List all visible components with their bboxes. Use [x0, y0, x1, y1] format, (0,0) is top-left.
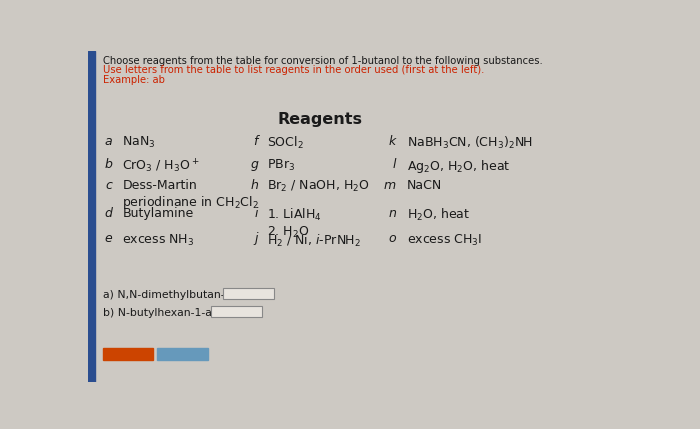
Text: a: a	[105, 135, 112, 148]
Text: Br$_2$ / NaOH, H$_2$O: Br$_2$ / NaOH, H$_2$O	[267, 178, 370, 193]
Text: a) N,N-dimethylbutan-1-amine:: a) N,N-dimethylbutan-1-amine:	[103, 290, 273, 300]
Text: CrO$_3$ / H$_3$O$^+$: CrO$_3$ / H$_3$O$^+$	[122, 158, 199, 175]
Text: excess NH$_3$: excess NH$_3$	[122, 233, 195, 248]
Text: Butylamine: Butylamine	[122, 207, 194, 220]
Text: Reagents: Reagents	[277, 112, 363, 127]
Text: Example: ab: Example: ab	[103, 75, 165, 85]
Text: m: m	[384, 178, 396, 191]
Text: o: o	[389, 233, 396, 245]
FancyBboxPatch shape	[211, 306, 262, 317]
Text: c: c	[106, 178, 112, 191]
Text: f: f	[253, 135, 258, 148]
Text: H$_2$O, heat: H$_2$O, heat	[407, 207, 470, 223]
Text: NaN$_3$: NaN$_3$	[122, 135, 155, 150]
Text: NaBH$_3$CN, (CH$_3$)$_2$NH: NaBH$_3$CN, (CH$_3$)$_2$NH	[407, 135, 533, 151]
Text: 1. LiAlH$_4$
2. H$_2$O: 1. LiAlH$_4$ 2. H$_2$O	[267, 207, 322, 240]
Text: j: j	[255, 233, 258, 245]
Bar	[158, 348, 208, 360]
Text: Use letters from the table to list reagents in the order used (first at the left: Use letters from the table to list reage…	[103, 65, 484, 76]
Text: H$_2$ / Ni, $i$-PrNH$_2$: H$_2$ / Ni, $i$-PrNH$_2$	[267, 233, 361, 248]
Text: l: l	[393, 158, 396, 171]
Text: Choose reagents from the table for conversion of 1-butanol to the following subs: Choose reagents from the table for conve…	[103, 56, 542, 66]
Text: b: b	[104, 158, 112, 171]
Text: NaCN: NaCN	[407, 178, 442, 191]
Text: d: d	[104, 207, 112, 220]
Text: Dess-Martin
periodinane in CH$_2$Cl$_2$: Dess-Martin periodinane in CH$_2$Cl$_2$	[122, 178, 259, 211]
Text: i: i	[255, 207, 258, 220]
Text: g: g	[250, 158, 258, 171]
Text: PBr$_3$: PBr$_3$	[267, 158, 295, 173]
Text: k: k	[389, 135, 396, 148]
Bar	[103, 348, 153, 360]
Text: excess CH$_3$I: excess CH$_3$I	[407, 233, 482, 248]
FancyBboxPatch shape	[223, 288, 274, 299]
Text: b) N-butylhexan-1-amine:: b) N-butylhexan-1-amine:	[103, 308, 243, 318]
Text: SOCl$_2$: SOCl$_2$	[267, 135, 304, 151]
Bar	[88, 51, 95, 382]
Text: h: h	[250, 178, 258, 191]
Text: n: n	[388, 207, 396, 220]
Text: e: e	[104, 233, 112, 245]
Text: Ag$_2$O, H$_2$O, heat: Ag$_2$O, H$_2$O, heat	[407, 158, 510, 175]
